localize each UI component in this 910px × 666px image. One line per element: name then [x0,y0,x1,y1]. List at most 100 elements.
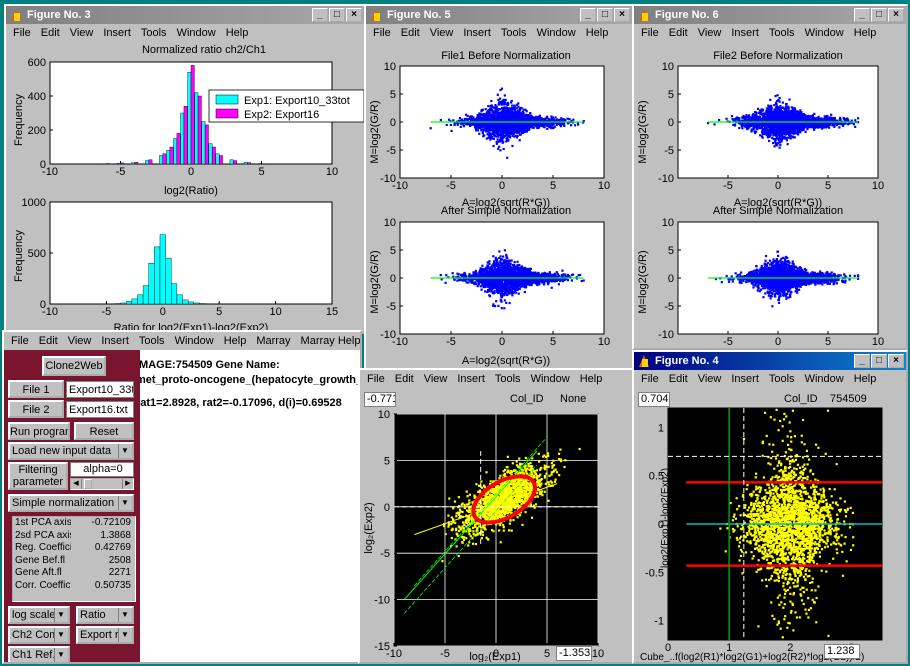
scatter-point [447,276,450,279]
scatter-point [519,274,523,277]
menu-file[interactable]: File [373,27,391,39]
scatter-point [500,273,503,277]
scatter-point [525,271,529,274]
menu-insert[interactable]: Insert [731,27,759,39]
scatter-point [502,273,505,276]
fig5-top-xlabel: A=log2(sqrt(R*G)) [462,197,550,209]
menu-edit[interactable]: Edit [668,27,688,39]
scatter-point [465,123,468,126]
scatter-points [707,94,860,149]
scatter-point [493,111,496,114]
scatter-point [494,262,497,265]
minimize-icon[interactable]: _ [312,8,328,22]
scatter-point [504,271,508,274]
scatter-point [439,273,442,277]
scatter-point [514,131,517,134]
scatter-point [547,122,550,125]
scatter-point [457,119,460,123]
legend-exp2: Exp2: Export16 [244,109,319,121]
scatter-point [480,272,484,275]
menu-view[interactable]: View [429,27,454,39]
figure5-window[interactable]: Figure No. 5 _ □ × File Edit View Insert… [364,4,634,370]
maximize-icon[interactable]: □ [597,8,613,22]
menu-tools[interactable]: Tools [768,27,795,39]
maximize-icon[interactable]: □ [329,8,345,22]
scatter-point [524,266,527,270]
figure6-window[interactable]: Figure No. 6 _ □ × File Edit View Insert… [632,4,908,350]
menu-file[interactable]: File [13,27,31,39]
figure5-titlebar[interactable]: Figure No. 5 _ □ × [366,6,632,24]
histogram-bar [199,303,206,305]
menu-help[interactable]: Help [853,27,877,39]
menu-file[interactable]: File [641,27,659,39]
scatter-point [582,279,585,282]
scatter-point [519,285,523,288]
scatter-point [516,279,520,282]
menu-view[interactable]: View [69,27,94,39]
scatter-point [499,119,502,122]
scatter-point [482,270,485,273]
scatter-point [473,282,476,286]
scatter-point [492,303,495,306]
scatter-point [510,286,513,289]
scatter-point [502,98,505,101]
scatter-point [519,266,523,269]
figure3-window[interactable]: Figure No. 3 _ □ × File Edit View Insert… [4,4,366,334]
scatter-point [468,117,471,120]
menu-tools[interactable]: Tools [500,27,527,39]
menu-help[interactable]: Help [585,27,609,39]
scatter-point [518,139,521,142]
scatter-point [481,131,484,134]
scatter-point [537,272,540,275]
scatter-point [483,280,486,283]
histogram-bar [233,160,237,165]
maximize-icon[interactable]: □ [871,8,887,22]
scatter-point [532,121,536,125]
scatter-point [514,122,518,125]
scatter-point [794,129,797,133]
scatter-point [474,281,477,284]
scatter-point [542,281,545,284]
scatter-point [529,275,532,278]
scatter-point [501,268,504,272]
close-icon[interactable]: × [614,8,630,22]
scatter-point [559,279,562,283]
menu-window[interactable]: Window [536,27,576,39]
scatter-point [504,108,507,111]
y-tick-label: 1000 [22,197,46,209]
scatter-point [456,123,459,126]
minimize-icon[interactable]: _ [854,8,870,22]
close-icon[interactable]: × [346,8,362,22]
scatter-point [522,112,525,115]
figure3-titlebar[interactable]: Figure No. 3 _ □ × [6,6,364,24]
scatter-point [504,285,508,289]
scatter-point [578,273,582,277]
scatter-point [563,278,566,281]
menu-help[interactable]: Help [225,27,249,39]
menu-view[interactable]: View [697,27,722,39]
menu-window[interactable]: Window [804,27,844,39]
scatter-point [502,262,506,265]
minimize-icon[interactable]: _ [580,8,596,22]
menu-tools[interactable]: Tools [140,27,167,39]
scatter-point [496,107,499,111]
scatter-point [500,300,503,303]
scatter-point [475,279,478,282]
close-icon[interactable]: × [888,8,904,22]
figure6-titlebar[interactable]: Figure No. 6 _ □ × [634,6,906,24]
scatter-point [500,263,504,266]
scatter-point [466,121,469,125]
scatter-point [469,278,472,281]
plot-area [49,201,333,305]
scatter-point [503,125,506,129]
menu-edit[interactable]: Edit [40,27,60,39]
menu-insert[interactable]: Insert [103,27,131,39]
menu-window[interactable]: Window [176,27,216,39]
menu-insert[interactable]: Insert [463,27,491,39]
scatter-point [523,275,526,278]
scatter-point [527,281,530,284]
histogram-bar [201,121,206,165]
scatter-point [487,126,490,129]
menu-edit[interactable]: Edit [400,27,420,39]
figure3-plots: Normalized ratio ch2/Ch1 log2(Ratio) Fre… [13,44,364,332]
